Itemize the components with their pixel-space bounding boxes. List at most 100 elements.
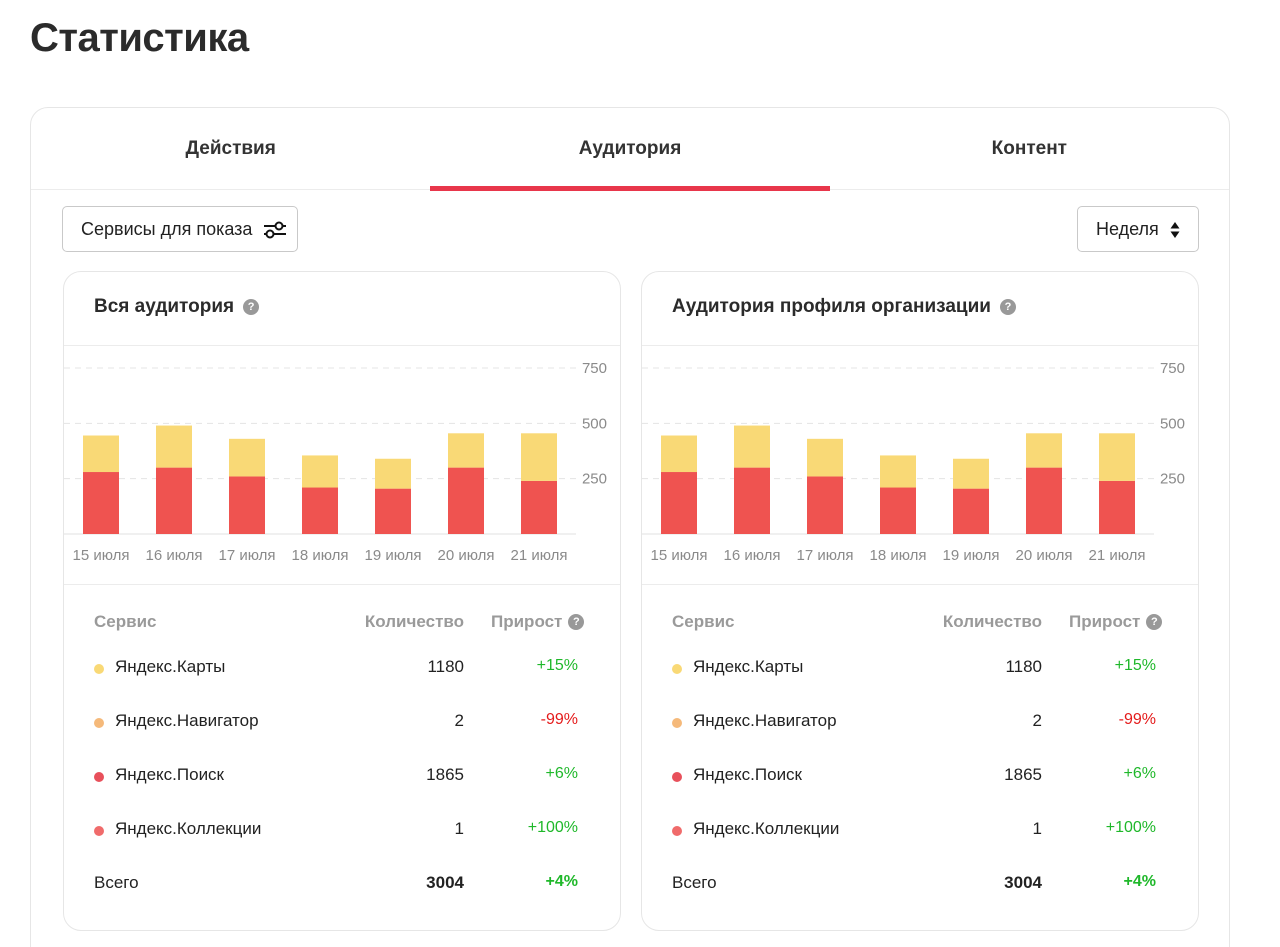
service-growth: +15%	[1114, 657, 1156, 674]
service-color-dot	[672, 664, 682, 674]
sort-arrows-icon	[1170, 222, 1180, 238]
service-count: 1180	[1005, 657, 1042, 676]
service-growth: +100%	[1105, 819, 1156, 836]
service-count: 1865	[1004, 765, 1042, 784]
bar-segment-lower[interactable]	[375, 488, 411, 534]
services-filter-button[interactable]: Сервисы для показа	[62, 206, 298, 252]
bar-segment-upper[interactable]	[1099, 433, 1135, 481]
bar-segment-upper[interactable]	[302, 455, 338, 488]
bar-segment-lower[interactable]	[880, 487, 916, 534]
tab-content[interactable]: Контент	[991, 138, 1067, 159]
x-tick-label: 21 июля	[1088, 547, 1145, 564]
help-icon[interactable]: ?	[568, 614, 585, 630]
bar-segment-upper[interactable]	[448, 433, 484, 468]
tab-audience[interactable]: Аудитория	[430, 108, 830, 191]
period-select[interactable]: Неделя	[1077, 206, 1199, 252]
service-name: Яндекс.Навигатор	[115, 711, 259, 730]
service-name: Яндекс.Поиск	[115, 765, 224, 784]
bar-segment-lower[interactable]	[1026, 467, 1062, 534]
header-service: Сервис	[94, 612, 157, 631]
table-header: Сервис Количество Прирост?	[94, 612, 594, 636]
header-count: Количество	[364, 612, 464, 631]
bar-segment-upper[interactable]	[521, 433, 557, 481]
x-tick-label: 15 июля	[650, 547, 707, 564]
bar-segment-lower[interactable]	[521, 480, 557, 534]
bar-segment-lower[interactable]	[156, 467, 192, 534]
bar-segment-lower[interactable]	[734, 467, 770, 534]
bar-segment-upper[interactable]	[156, 425, 192, 468]
table-row: Яндекс.Поиск 1865 +6%	[672, 765, 1172, 789]
service-growth: -99%	[1118, 711, 1156, 728]
service-color-dot	[672, 772, 682, 782]
service-name: Яндекс.Карты	[693, 657, 804, 676]
bar-segment-lower[interactable]	[807, 476, 843, 534]
card-title-text: Вся аудитория	[94, 296, 235, 317]
table-row: Яндекс.Навигатор 2 -99%	[94, 711, 594, 735]
y-tick-label: 750	[1160, 360, 1185, 377]
header-growth-text: Прирост	[1069, 612, 1141, 631]
total-count: 3004	[1004, 873, 1042, 892]
bar-segment-upper[interactable]	[1026, 433, 1062, 468]
service-count: 1	[1032, 819, 1042, 838]
y-tick-label: 500	[582, 415, 607, 432]
help-icon[interactable]: ?	[1146, 614, 1163, 630]
x-tick-label: 20 июля	[1015, 547, 1072, 564]
total-label: Всего	[94, 873, 139, 892]
bar-segment-lower[interactable]	[83, 472, 119, 534]
bar-segment-lower[interactable]	[661, 472, 697, 534]
card-title: Вся аудитория ?	[94, 296, 260, 318]
service-count: 2	[454, 711, 464, 730]
bar-segment-upper[interactable]	[661, 435, 697, 473]
service-color-dot	[672, 826, 682, 836]
table-row: Яндекс.Коллекции 1 +100%	[672, 819, 1172, 843]
page-title: Статистика	[30, 16, 249, 60]
table-row: Яндекс.Поиск 1865 +6%	[94, 765, 594, 789]
service-name: Яндекс.Навигатор	[693, 711, 837, 730]
tab-bar: Действия Аудитория Контент	[31, 108, 1229, 191]
total-label: Всего	[672, 873, 717, 892]
service-growth: +100%	[527, 819, 578, 836]
x-tick-label: 15 июля	[72, 547, 129, 564]
bar-segment-lower[interactable]	[229, 476, 265, 534]
bar-segment-upper[interactable]	[880, 455, 916, 488]
x-tick-label: 16 июля	[145, 547, 202, 564]
period-select-label: Неделя	[1096, 218, 1159, 239]
tab-actions[interactable]: Действия	[185, 138, 276, 159]
bar-segment-upper[interactable]	[83, 435, 119, 473]
y-tick-label: 250	[1160, 471, 1185, 488]
x-tick-label: 19 июля	[942, 547, 999, 564]
x-tick-label: 18 июля	[869, 547, 926, 564]
header-growth: Прирост?	[491, 612, 585, 632]
bar-segment-lower[interactable]	[302, 487, 338, 534]
all-audience-card: Вся аудитория ? 250 500 750 15 июля 16 июля 1…	[63, 271, 621, 931]
service-name: Яндекс.Карты	[115, 657, 226, 676]
bar-segment-lower[interactable]	[1099, 480, 1135, 534]
audience-chart: 250 500 750 15 июля 16 июля 17 июля 18 июля 19 …	[642, 346, 1198, 584]
x-tick-label: 18 июля	[291, 547, 348, 564]
help-icon[interactable]: ?	[243, 299, 260, 315]
table-row: Яндекс.Карты 1180 +15%	[672, 657, 1172, 681]
service-color-dot	[94, 718, 104, 728]
service-color-dot	[672, 718, 682, 728]
table-row: Яндекс.Карты 1180 +15%	[94, 657, 594, 681]
statistics-panel: Действия Аудитория Контент Сервисы для п…	[30, 107, 1230, 947]
card-title-text: Аудитория профиля организации	[672, 296, 991, 317]
bar-segment-lower[interactable]	[953, 488, 989, 534]
help-icon[interactable]: ?	[999, 299, 1016, 315]
header-count: Количество	[942, 612, 1042, 631]
bar-segment-upper[interactable]	[807, 438, 843, 477]
y-tick-label: 250	[582, 471, 607, 488]
bar-segment-upper[interactable]	[375, 458, 411, 489]
table-total-row: Всего 3004 +4%	[672, 873, 1172, 897]
bar-segment-upper[interactable]	[953, 458, 989, 489]
service-name: Яндекс.Коллекции	[693, 819, 840, 838]
bar-segment-upper[interactable]	[734, 425, 770, 468]
service-count: 2	[1032, 711, 1042, 730]
y-tick-label: 500	[1160, 415, 1185, 432]
x-tick-label: 16 июля	[723, 547, 780, 564]
x-tick-label: 17 июля	[218, 547, 275, 564]
service-growth: +15%	[536, 657, 578, 674]
table-header: Сервис Количество Прирост?	[672, 612, 1172, 636]
bar-segment-lower[interactable]	[448, 467, 484, 534]
bar-segment-upper[interactable]	[229, 438, 265, 477]
